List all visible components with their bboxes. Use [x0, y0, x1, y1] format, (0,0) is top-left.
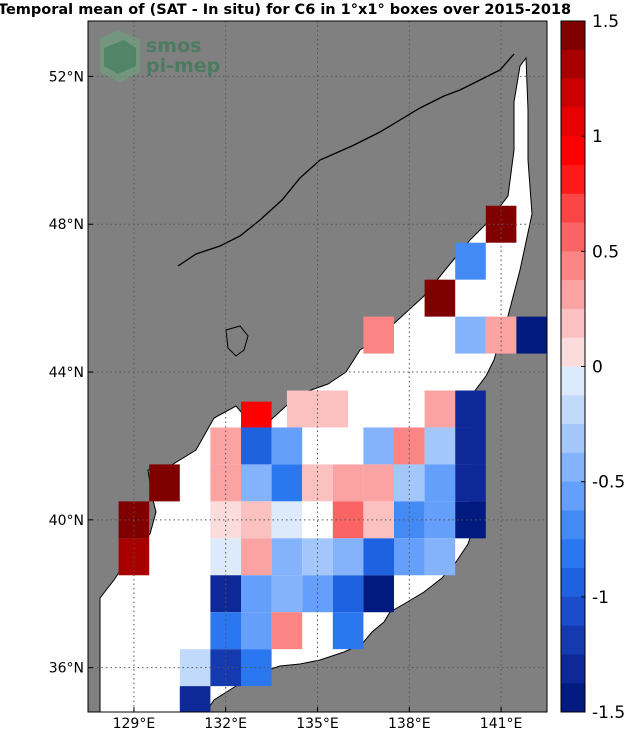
- heatmap-cell: [424, 464, 456, 502]
- island-south: [225, 325, 249, 357]
- heatmap-cell: [241, 612, 272, 650]
- colorbar-segment: [561, 539, 585, 569]
- heatmap-cell: [210, 464, 241, 502]
- y-tick-label: 48°N: [49, 217, 84, 233]
- y-tick-label: 40°N: [49, 513, 84, 529]
- heatmap-cell: [241, 538, 272, 576]
- heatmap-cells: [118, 205, 547, 712]
- colorbar-tick-label: -1.5: [592, 703, 625, 723]
- river-amur: [177, 53, 515, 267]
- x-tick-label: 141°E: [480, 716, 523, 732]
- y-tick-label: 52°N: [49, 69, 84, 85]
- colorbar-segment: [561, 136, 585, 166]
- heatmap-cell: [332, 612, 364, 650]
- heatmap-cell: [424, 279, 456, 317]
- heatmap-cell: [271, 612, 303, 650]
- colorbar-segment: [561, 251, 585, 281]
- x-tick-label: 129°E: [113, 716, 156, 732]
- colorbar-segment: [561, 107, 585, 137]
- heatmap-cell: [271, 575, 303, 613]
- colorbar-segment: [561, 366, 585, 396]
- x-tick-label: 138°E: [388, 716, 431, 732]
- heatmap-cell: [455, 316, 486, 354]
- heatmap-cell: [179, 686, 211, 712]
- colorbar-segment: [561, 452, 585, 483]
- colorbar-segment: [561, 568, 585, 598]
- heatmap-cell: [332, 464, 364, 502]
- heatmap-cell: [363, 575, 394, 613]
- y-tick-label: 36°N: [49, 661, 84, 677]
- heatmap-cell: [424, 538, 456, 576]
- heatmap-cell: [271, 538, 303, 576]
- logo-text-pimep: pi-mep: [146, 55, 220, 77]
- colorbar-segment: [561, 21, 585, 51]
- heatmap-cell: [455, 390, 486, 428]
- colorbar-segment: [561, 280, 585, 310]
- heatmap-cell: [363, 464, 394, 502]
- heatmap-cell: [424, 427, 456, 465]
- heatmap-cell: [210, 612, 241, 650]
- gridlines: [88, 21, 547, 712]
- colorbar-tick-label: -0.5: [592, 473, 625, 493]
- heatmap-cell: [332, 538, 364, 576]
- heatmap-cell: [302, 464, 333, 502]
- logo: smos pi-mep: [100, 30, 220, 82]
- heatmap-cell: [332, 575, 364, 613]
- heatmap-cell: [271, 464, 303, 502]
- heatmap-cell: [241, 427, 272, 465]
- x-tick-label: 135°E: [296, 716, 339, 732]
- colorbar-segment: [561, 395, 585, 425]
- heatmap-cell: [424, 390, 456, 428]
- chart-title: Temporal mean of (SAT - In situ) for C6 …: [0, 2, 571, 18]
- colorbar-segment: [561, 222, 585, 252]
- heatmap-cell: [317, 390, 349, 428]
- heatmap-cell: [363, 316, 394, 354]
- colorbar: 1.5 1 0.5 0 -0.5 -1 -1.5: [560, 12, 625, 723]
- colorbar-segment: [561, 424, 585, 454]
- heatmap-cell: [271, 427, 303, 465]
- colorbar-segment: [561, 481, 585, 511]
- axes: 129°E 132°E 135°E 138°E 141°E 36°N 40°N 44°N 48°…: [49, 69, 523, 732]
- colorbar-tick-label: 0.5: [592, 242, 619, 262]
- colorbar-segment: [561, 625, 585, 655]
- heatmap-cell: [241, 464, 272, 502]
- heatmap-cell: [455, 242, 486, 280]
- heatmap-cell: [516, 316, 547, 354]
- heatmap-cell: [363, 427, 394, 465]
- heatmap-cell: [485, 316, 517, 354]
- colorbar-segment: [561, 510, 585, 540]
- heatmap-cell: [455, 427, 486, 465]
- colorbar-tick-label: -1: [592, 588, 609, 608]
- logo-text-smos: smos: [146, 35, 201, 57]
- heatmap-cell: [455, 464, 486, 502]
- colorbar-segment: [561, 78, 585, 108]
- x-tick-label: 132°E: [204, 716, 247, 732]
- colorbar-segment: [561, 683, 585, 713]
- heatmap-cell: [394, 464, 425, 502]
- colorbar-segment: [561, 193, 585, 224]
- heatmap-cell: [241, 575, 272, 613]
- colorbar-tick-label: 1.5: [592, 12, 619, 32]
- heatmap-cell: [149, 464, 180, 502]
- colorbar-segment: [561, 654, 585, 684]
- heatmap-cell: [363, 538, 394, 576]
- y-tick-label: 44°N: [49, 365, 84, 381]
- colorbar-segment: [561, 596, 585, 627]
- colorbar-segment: [561, 49, 585, 80]
- colorbar-segment: [561, 164, 585, 195]
- colorbar-segment: [561, 337, 585, 367]
- colorbar-tick-label: 1: [592, 127, 603, 147]
- colorbar-segment: [561, 308, 585, 339]
- colorbar-tick-label: 0: [592, 358, 603, 378]
- heatmap-cell: [286, 390, 318, 428]
